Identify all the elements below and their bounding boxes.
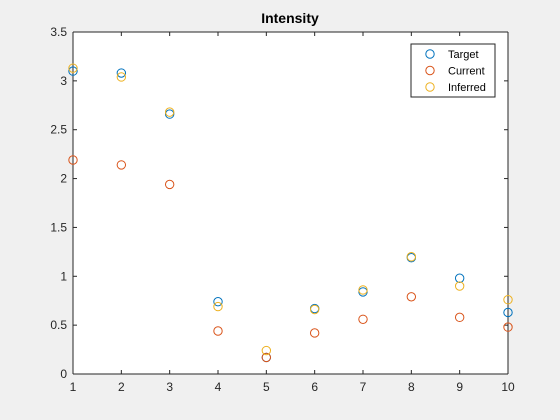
y-tick-label: 3 xyxy=(60,74,67,88)
x-tick-label: 9 xyxy=(456,380,463,394)
marker-inferred-8 xyxy=(406,252,417,262)
marker-inferred-7 xyxy=(358,285,368,295)
legend-label-current: Current xyxy=(448,66,485,78)
marker-current-2 xyxy=(116,160,127,170)
legend: Target Current Inferred xyxy=(410,43,496,98)
marker-current-3 xyxy=(164,179,175,190)
y-tick-label: 3.5 xyxy=(50,25,67,39)
legend-box xyxy=(410,43,496,98)
marker-current-7 xyxy=(358,314,368,324)
marker-inferred-6 xyxy=(309,304,320,315)
marker-target-4 xyxy=(213,296,223,307)
y-tick-label: 1.5 xyxy=(50,220,67,234)
legend-label-inferred: Inferred xyxy=(448,82,486,94)
x-tick-label: 4 xyxy=(215,380,222,394)
legend-marker-target xyxy=(425,49,435,59)
marker-current-5 xyxy=(261,352,272,363)
x-tick-label: 5 xyxy=(263,380,270,394)
x-tick-label: 2 xyxy=(118,380,125,394)
marker-inferred-4 xyxy=(213,301,223,312)
x-tick-label: 1 xyxy=(70,380,77,394)
marker-current-6 xyxy=(309,328,320,338)
axes: 1 2 3 4 5 6 7 8 9 10 0 0.5 1 1.5 2 2.5 3 3.5 xyxy=(50,25,515,394)
legend-label-target: Target xyxy=(448,49,479,61)
marker-inferred-5 xyxy=(261,345,272,356)
y-tick-label: 2.5 xyxy=(50,123,67,137)
y-tick-label: 0.5 xyxy=(50,318,67,332)
y-tick-label: 1 xyxy=(60,269,67,283)
marker-inferred-2 xyxy=(116,72,127,82)
y-tick-label: 2 xyxy=(60,172,67,186)
x-tick-label: 7 xyxy=(360,380,367,394)
x-tick-label: 8 xyxy=(408,380,415,394)
marker-current-1 xyxy=(68,155,78,165)
chart-title: Intensity xyxy=(261,10,319,26)
x-tick-label: 3 xyxy=(166,380,173,394)
x-tick-label: 6 xyxy=(311,380,318,394)
marker-target-2 xyxy=(116,68,127,78)
marker-current-4 xyxy=(213,326,223,336)
marker-inferred-1 xyxy=(68,63,78,73)
marker-inferred-9 xyxy=(454,281,465,291)
legend-marker-inferred xyxy=(425,82,435,92)
marker-target-10 xyxy=(503,307,513,318)
marker-inferred-3 xyxy=(164,107,175,117)
marker-current-9 xyxy=(454,312,465,323)
marker-inferred-10 xyxy=(503,295,513,305)
marker-current-10 xyxy=(503,322,513,332)
marker-current-8 xyxy=(406,292,417,302)
marker-target-1 xyxy=(68,66,78,76)
legend-marker-current xyxy=(425,65,435,76)
data-markers xyxy=(68,63,513,363)
x-tick-label: 10 xyxy=(501,380,515,394)
marker-target-9 xyxy=(454,273,465,283)
y-tick-label: 0 xyxy=(60,367,67,381)
